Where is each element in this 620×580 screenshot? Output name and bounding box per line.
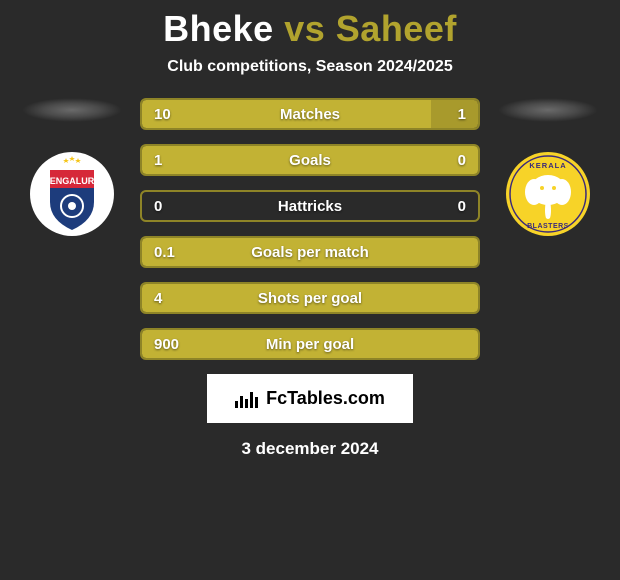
player2-name: Saheef <box>336 8 457 49</box>
player-halo-right <box>498 98 598 122</box>
stat-label: Goals per match <box>251 244 369 261</box>
stat-row: 0 Hattricks 0 <box>140 190 480 222</box>
club-badge-left: BENGALURU <box>30 152 114 236</box>
stat-row: 10 Matches 1 <box>140 98 480 130</box>
stat-value-left: 0.1 <box>154 244 175 261</box>
player1-name: Bheke <box>163 8 274 49</box>
stat-label: Goals <box>289 152 331 169</box>
svg-text:KERALA: KERALA <box>529 161 566 170</box>
stat-label: Hattricks <box>278 198 342 215</box>
bengaluru-crest-icon: BENGALURU <box>30 152 114 236</box>
stat-value-left: 1 <box>154 152 162 169</box>
stat-label: Shots per goal <box>258 290 362 307</box>
svg-text:BLASTERS: BLASTERS <box>527 223 569 230</box>
stat-fill-right <box>431 100 478 128</box>
date-text: 3 december 2024 <box>241 439 378 459</box>
vs-text: vs <box>284 8 325 49</box>
stat-row: 900 Min per goal <box>140 328 480 360</box>
player-halo-left <box>22 98 122 122</box>
stat-row: 4 Shots per goal <box>140 282 480 314</box>
comparison-panel: BENGALURU 10 Matches 1 1 Goals 0 0 Hattricks 0 0.… <box>0 98 620 360</box>
kerala-blasters-crest-icon: KERALA BLASTERS <box>506 152 590 236</box>
stats-list: 10 Matches 1 1 Goals 0 0 Hattricks 0 0.1 Goals per… <box>140 98 480 360</box>
stat-row: 1 Goals 0 <box>140 144 480 176</box>
stat-value-left: 900 <box>154 336 179 353</box>
left-side: BENGALURU <box>22 98 122 236</box>
brand-box: FcTables.com <box>207 374 413 423</box>
subtitle: Club competitions, Season 2024/2025 <box>0 58 620 76</box>
stat-value-right: 1 <box>458 106 466 123</box>
stat-label: Min per goal <box>266 336 354 353</box>
brand-text: FcTables.com <box>266 388 385 409</box>
chart-bars-icon <box>235 390 258 408</box>
right-side: KERALA BLASTERS <box>498 98 598 236</box>
footer: FcTables.com 3 december 2024 <box>0 374 620 459</box>
stat-value-right: 0 <box>458 152 466 169</box>
stat-value-left: 10 <box>154 106 171 123</box>
stat-value-right: 0 <box>458 198 466 215</box>
stat-row: 0.1 Goals per match <box>140 236 480 268</box>
stat-value-left: 0 <box>154 198 162 215</box>
stat-label: Matches <box>280 106 340 123</box>
page-title: Bheke vs Saheef <box>0 8 620 50</box>
club-badge-right: KERALA BLASTERS <box>506 152 590 236</box>
svg-text:BENGALURU: BENGALURU <box>43 176 101 186</box>
stat-value-left: 4 <box>154 290 162 307</box>
